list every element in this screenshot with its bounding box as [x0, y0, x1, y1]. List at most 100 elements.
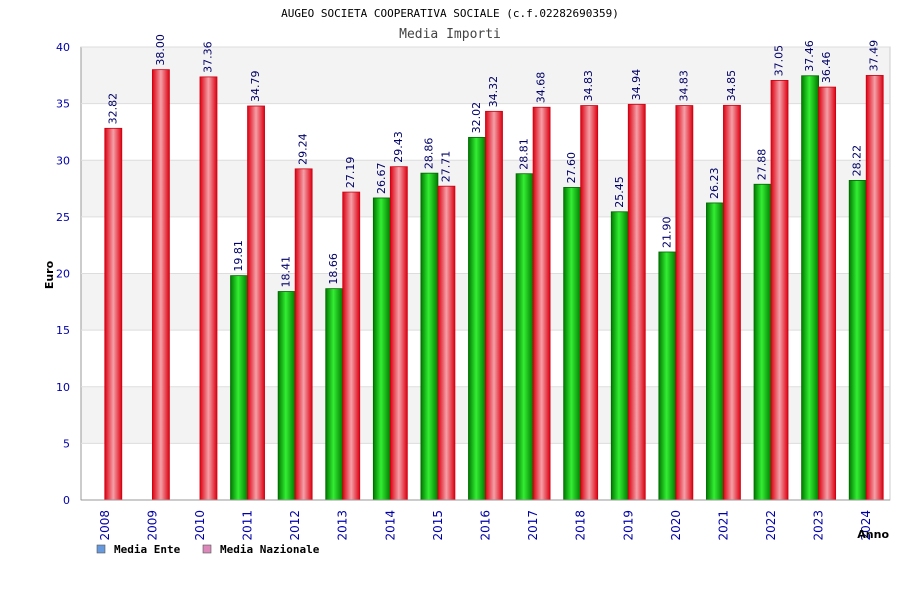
y-tick-label: 20 [56, 268, 70, 281]
y-tick-label: 5 [63, 437, 70, 450]
data-label: 32.02 [470, 102, 483, 134]
x-tick-label: 2022 [764, 510, 778, 541]
legend: Media Ente Media Nazionale [96, 543, 320, 556]
data-label: 19.81 [232, 240, 245, 272]
data-label: 34.85 [725, 70, 738, 102]
bar-media-nazionale-2019 [627, 103, 646, 501]
bar-media-nazionale-2023 [818, 86, 837, 501]
y-axis-label: Euro [43, 260, 56, 289]
x-tick-label: 2014 [383, 510, 397, 541]
bar-media-ente-2024 [848, 180, 867, 501]
bar-media-nazionale-2017 [532, 106, 551, 501]
bar-media-nazionale-2009 [151, 69, 170, 501]
data-label: 34.79 [249, 71, 262, 103]
data-label: 34.94 [630, 69, 643, 101]
bar-media-nazionale-2015 [437, 185, 456, 501]
data-label: 37.49 [868, 40, 881, 72]
x-tick-label: 2021 [716, 510, 730, 541]
x-tick-label: 2012 [288, 510, 302, 541]
data-label: 25.45 [613, 176, 626, 208]
legend-swatch-media-ente [96, 544, 106, 554]
y-tick-label: 15 [56, 324, 70, 337]
bar-media-ente-2016 [468, 136, 486, 501]
bars [104, 69, 884, 501]
data-label: 34.68 [535, 72, 548, 104]
y-tick-label: 10 [56, 381, 70, 394]
data-label: 21.90 [660, 216, 673, 248]
bar-media-nazionale-2010 [199, 76, 218, 501]
x-tick-label: 2018 [574, 510, 588, 541]
data-label: 32.82 [106, 93, 119, 125]
bar-media-nazionale-2014 [389, 166, 408, 501]
data-label: 36.46 [820, 52, 833, 84]
y-tick-label: 35 [56, 98, 70, 111]
bar-media-ente-2023 [801, 75, 820, 501]
y-tick-label: 40 [56, 41, 70, 54]
bar-media-nazionale-2022 [770, 80, 789, 501]
bar-media-ente-2022 [753, 183, 772, 501]
bar-media-nazionale-2020 [675, 105, 694, 501]
bar-media-ente-2014 [372, 197, 391, 501]
bar-media-nazionale-2024 [865, 75, 884, 501]
data-label: 37.05 [773, 45, 786, 77]
data-label: 28.81 [518, 138, 531, 170]
bar-media-ente-2018 [563, 187, 582, 501]
legend-swatch-media-nazionale [202, 544, 212, 554]
y-tick-label: 25 [56, 211, 70, 224]
bar-media-ente-2017 [515, 173, 534, 501]
x-tick-label: 2019 [621, 510, 635, 541]
bar-media-ente-2019 [610, 211, 629, 501]
data-label: 26.67 [375, 162, 388, 194]
data-label: 28.86 [422, 138, 435, 170]
x-tick-label: 2016 [479, 510, 493, 541]
bar-media-ente-2015 [420, 172, 439, 501]
data-label: 26.23 [708, 167, 721, 199]
bar-media-ente-2013 [325, 288, 344, 501]
bar-labels: 32.82 38.00 37.36 19.81 34.79 18.41 29.24 18.66… [106, 34, 880, 287]
data-label: 37.46 [803, 40, 816, 72]
bar-media-nazionale-2016 [485, 110, 503, 501]
x-tick-label: 2009 [145, 510, 159, 541]
chart-title: AUGEO SOCIETA COOPERATIVA SOCIALE (c.f.0… [281, 7, 619, 20]
bar-media-nazionale-2021 [723, 104, 741, 501]
data-label: 27.60 [565, 152, 578, 184]
data-label: 18.66 [327, 253, 340, 285]
x-tick-label: 2010 [193, 510, 207, 541]
data-label: 27.71 [439, 151, 452, 183]
data-label: 29.43 [392, 131, 405, 163]
x-tick-label: 2011 [241, 510, 255, 541]
x-axis: 2008 2009 2010 2011 2012 2013 2014 2015 2016 2017… [81, 499, 890, 541]
x-tick-label: 2020 [669, 510, 683, 541]
x-tick-label: 2023 [812, 510, 826, 541]
data-label: 18.41 [280, 256, 293, 288]
x-tick-label: 2017 [526, 510, 540, 541]
y-tick-label: 30 [56, 154, 70, 167]
bar-media-nazionale-2008 [104, 127, 123, 501]
bar-media-nazionale-2012 [294, 168, 313, 501]
bar-media-ente-2021 [706, 202, 724, 501]
data-label: 34.32 [487, 76, 500, 108]
x-tick-label: 2015 [431, 510, 445, 541]
bar-media-nazionale-2013 [342, 191, 361, 501]
x-tick-label: 2008 [98, 510, 112, 541]
legend-label-media-ente: Media Ente [114, 543, 181, 556]
chart-subtitle: Media Importi [399, 27, 501, 42]
bar-media-ente-2011 [230, 275, 248, 501]
data-label: 28.22 [851, 145, 864, 177]
data-label: 27.88 [756, 149, 769, 181]
x-tick-label: 2013 [336, 510, 350, 541]
data-label: 29.24 [297, 133, 310, 165]
bar-media-ente-2020 [658, 251, 677, 501]
bar-media-nazionale-2011 [247, 105, 265, 501]
x-axis-label: Anno [857, 528, 889, 541]
data-label: 27.19 [344, 157, 357, 189]
y-tick-label: 0 [63, 494, 70, 507]
x-tick-label: 2024 [859, 510, 873, 541]
legend-label-media-nazionale: Media Nazionale [220, 543, 320, 556]
bar-media-nazionale-2018 [580, 105, 599, 501]
data-label: 34.83 [582, 70, 595, 102]
data-label: 34.83 [677, 70, 690, 102]
data-label: 38.00 [154, 34, 167, 66]
